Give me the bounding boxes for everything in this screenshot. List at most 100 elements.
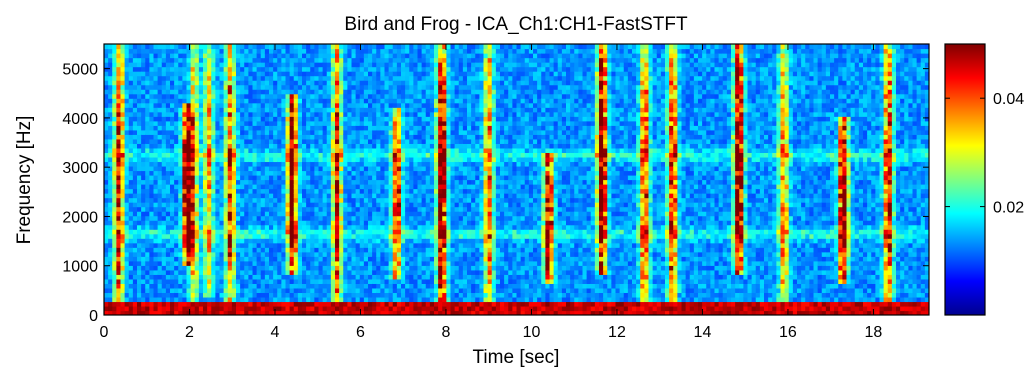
spectrogram-cell xyxy=(343,305,348,312)
spectrogram-cell xyxy=(429,62,435,68)
spectrogram-cell xyxy=(182,138,188,144)
spectrogram-cell xyxy=(285,98,291,104)
spectrogram-cell xyxy=(231,274,237,280)
spectrogram-cell xyxy=(153,48,159,54)
spectrogram-cell xyxy=(207,193,212,199)
spectrogram-cell xyxy=(438,224,443,230)
spectrogram-cell xyxy=(108,80,113,86)
spectrogram-cell xyxy=(438,274,443,280)
spectrogram-cell xyxy=(236,89,241,95)
spectrogram-cell xyxy=(372,120,377,126)
spectrogram-cell xyxy=(227,44,233,50)
spectrogram-cell xyxy=(396,57,402,63)
spectrogram-cell xyxy=(405,310,410,315)
spectrogram-cell xyxy=(137,57,142,63)
spectrogram-cell xyxy=(425,233,431,239)
spectrogram-cell xyxy=(112,269,117,275)
spectrogram-cell xyxy=(322,260,328,266)
spectrogram-cell xyxy=(293,62,299,68)
spectrogram-cell xyxy=(326,129,332,135)
spectrogram-cell xyxy=(343,179,348,185)
spectrogram-cell xyxy=(335,215,340,221)
spectrogram-cell xyxy=(380,292,386,298)
spectrogram-cell xyxy=(405,251,410,257)
spectrogram-cell xyxy=(137,143,142,149)
spectrogram-cell xyxy=(157,247,163,253)
spectrogram-cell xyxy=(153,93,159,99)
spectrogram-cell xyxy=(219,265,225,271)
spectrogram-cell xyxy=(145,143,150,149)
spectrogram-cell xyxy=(285,48,291,54)
spectrogram-cell xyxy=(310,84,315,90)
spectrogram-cell xyxy=(417,152,423,158)
spectrogram-cell xyxy=(104,125,109,131)
spectrogram-cell xyxy=(182,53,188,59)
spectrogram-cell xyxy=(190,62,196,68)
spectrogram-cell xyxy=(124,305,130,312)
spectrogram-cell xyxy=(124,296,130,303)
spectrogram-cell xyxy=(384,111,390,117)
spectrogram-cell xyxy=(112,71,117,77)
spectrogram-cell xyxy=(116,170,122,176)
spectrogram-cell xyxy=(297,179,303,185)
spectrogram-cell xyxy=(108,211,113,217)
spectrogram-cell xyxy=(128,80,134,86)
spectrogram-cell xyxy=(347,193,353,199)
spectrogram-cell xyxy=(273,125,278,131)
spectrogram-cell xyxy=(178,202,183,208)
spectrogram-cell xyxy=(388,179,394,185)
spectrogram-cell xyxy=(401,287,406,294)
spectrogram-cell xyxy=(198,247,204,253)
spectrogram-cell xyxy=(273,256,278,262)
spectrogram-cell xyxy=(351,53,357,59)
spectrogram-cell xyxy=(165,287,171,294)
spectrogram-cell xyxy=(351,134,357,140)
spectrogram-cell xyxy=(170,292,175,298)
spectrogram-cell xyxy=(269,202,274,208)
spectrogram-cell xyxy=(421,165,427,172)
spectrogram-cell xyxy=(252,215,258,221)
spectrogram-cell xyxy=(289,111,295,117)
spectrogram-cell xyxy=(149,80,155,86)
spectrogram-cell xyxy=(376,265,381,271)
spectrogram-cell xyxy=(302,283,307,289)
spectrogram-cell xyxy=(376,125,381,131)
spectrogram-cell xyxy=(182,71,188,77)
spectrogram-cell xyxy=(104,260,109,266)
spectrogram-cell xyxy=(285,116,291,122)
spectrogram-cell xyxy=(264,283,270,289)
spectrogram-cell xyxy=(405,206,410,212)
spectrogram-cell xyxy=(326,53,332,59)
spectrogram-cell xyxy=(186,116,192,122)
spectrogram-cell xyxy=(174,66,179,72)
spectrogram-cell xyxy=(310,93,315,99)
spectrogram-cell xyxy=(425,53,431,59)
spectrogram-cell xyxy=(236,269,241,275)
spectrogram-cell xyxy=(137,66,142,72)
spectrogram-cell xyxy=(203,310,208,315)
spectrogram-cell xyxy=(256,170,262,176)
spectrogram-cell xyxy=(314,184,320,190)
spectrogram-cell xyxy=(182,229,188,235)
spectrogram-cell xyxy=(351,274,357,280)
spectrogram-cell xyxy=(355,265,361,271)
spectrogram-cell xyxy=(372,202,377,208)
spectrogram-cell xyxy=(384,188,390,194)
spectrogram-cell xyxy=(339,274,344,280)
spectrogram-cell xyxy=(227,310,233,315)
spectrogram-cell xyxy=(343,233,348,239)
spectrogram-cell xyxy=(396,287,402,294)
spectrogram-cell xyxy=(330,71,336,77)
spectrogram-cell xyxy=(330,75,336,81)
spectrogram-cell xyxy=(104,242,109,248)
spectrogram-cell xyxy=(339,229,344,235)
spectrogram-cell xyxy=(405,305,410,312)
spectrogram-cell xyxy=(351,278,357,284)
spectrogram-cell xyxy=(227,156,233,163)
spectrogram-cell xyxy=(425,251,431,257)
spectrogram-cell xyxy=(132,296,138,303)
spectrogram-cell xyxy=(227,215,233,221)
spectrogram-cell xyxy=(335,251,340,257)
spectrogram-cell xyxy=(124,274,130,280)
spectrogram-cell xyxy=(330,224,336,230)
